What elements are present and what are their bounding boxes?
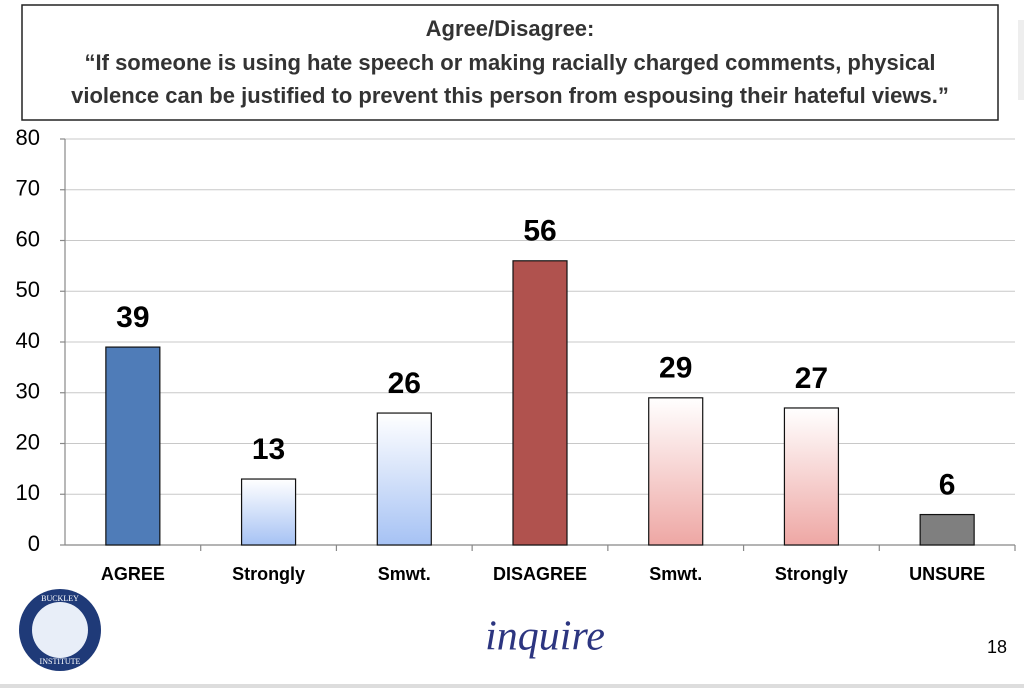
bar [240, 478, 297, 546]
x-tick-label: Smwt. [649, 564, 702, 584]
x-tick-label: Strongly [232, 564, 305, 584]
x-tick-label: AGREE [101, 564, 165, 584]
x-tick-label: Smwt. [378, 564, 431, 584]
bar [783, 407, 840, 546]
value-label: 29 [659, 352, 692, 385]
bar [919, 513, 975, 546]
y-tick-label: 10 [16, 480, 40, 505]
y-tick-label: 60 [16, 226, 40, 251]
y-tick-label: 80 [16, 125, 40, 150]
value-label: 27 [795, 362, 828, 395]
y-tick-label: 0 [28, 531, 40, 556]
value-label: 13 [252, 433, 285, 466]
y-tick-label: 40 [16, 328, 40, 353]
brand: inquire [485, 614, 605, 660]
value-label: 6 [939, 468, 956, 501]
x-tick-label: Strongly [775, 564, 848, 584]
scroll-edge [1018, 20, 1024, 100]
chart-subtitle: violence can be justified to prevent thi… [71, 83, 949, 108]
x-tick-label: DISAGREE [493, 564, 587, 584]
chart-subtitle: “If someone is using hate speech or maki… [85, 50, 936, 75]
logo: BUCKLEY INSTITUTE [19, 589, 101, 671]
bottom-edge [0, 684, 1024, 688]
bar [105, 346, 161, 546]
y-tick-label: 30 [16, 379, 40, 404]
y-tick-label: 20 [16, 429, 40, 454]
logo-text: INSTITUTE [40, 657, 81, 666]
y-tick-label: 70 [16, 176, 40, 201]
page-number: 18 [987, 637, 1007, 657]
logo-center [32, 602, 88, 658]
logo-text: BUCKLEY [41, 594, 79, 603]
value-label: 26 [388, 367, 421, 400]
chart-title: Agree/Disagree: [426, 16, 595, 41]
bar [648, 397, 704, 546]
value-label: 56 [523, 215, 556, 248]
value-label: 39 [116, 301, 149, 334]
title-box [21, 4, 999, 121]
bar [376, 412, 432, 546]
bar [512, 260, 568, 546]
y-tick-label: 50 [16, 277, 40, 302]
x-tick-label: UNSURE [909, 564, 985, 584]
